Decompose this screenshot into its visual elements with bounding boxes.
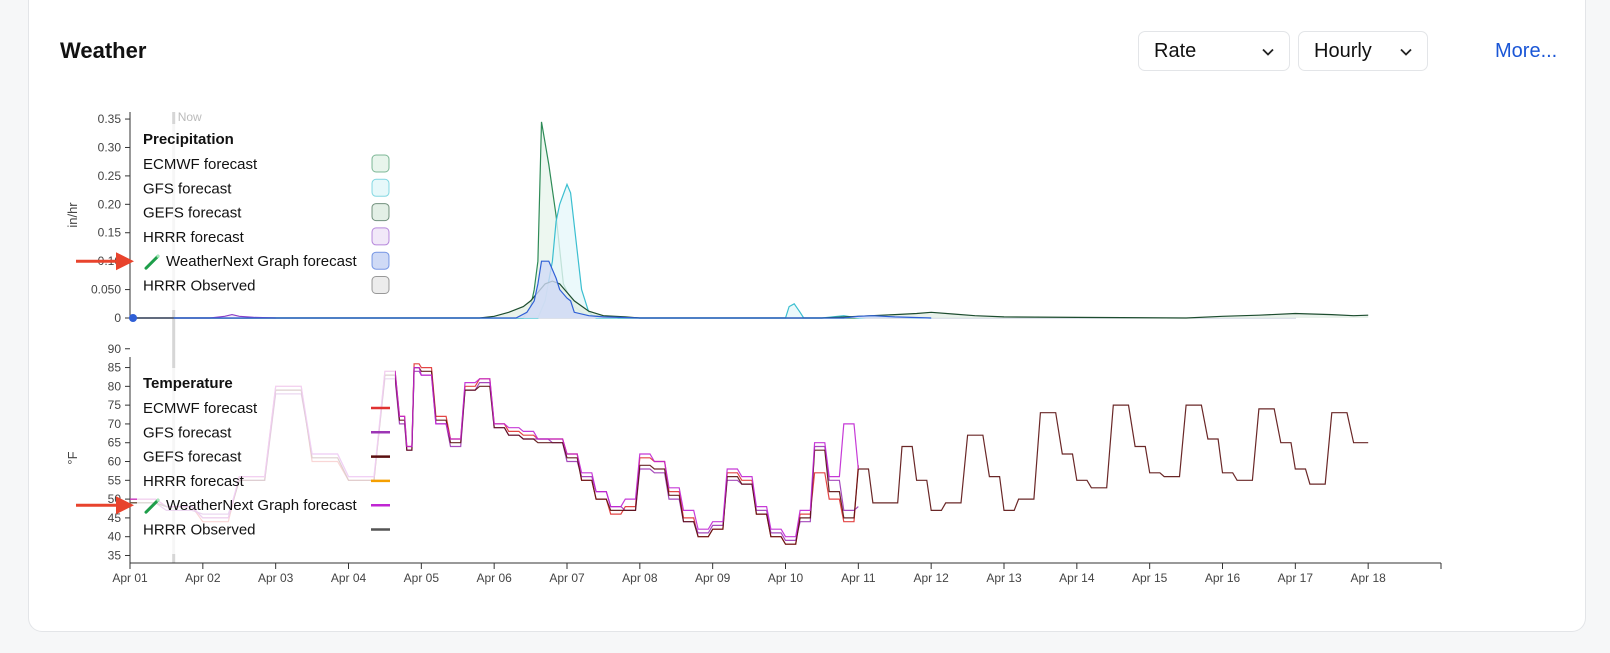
interval-select[interactable]: Hourly <box>1298 31 1428 71</box>
legend-swatch-hrrr-forecast[interactable] <box>371 227 390 246</box>
temp-y-tick-label: 80 <box>108 379 122 393</box>
legend-item-gfs-forecast[interactable]: GFS forecast <box>143 424 232 441</box>
chevron-down-icon <box>1400 48 1412 56</box>
pointer-arrow-icon <box>116 496 134 515</box>
temp-y-axis-label: °F <box>65 451 80 464</box>
legend-item-weathernext-graph-forecast[interactable]: WeatherNext Graph forecast <box>166 253 357 270</box>
wand-icon <box>144 498 160 514</box>
x-tick-label: Apr 06 <box>476 571 512 585</box>
wand-icon <box>144 254 160 270</box>
temp-y-tick-label: 65 <box>108 436 122 450</box>
x-tick-label: Apr 10 <box>768 571 804 585</box>
legend-item-hrrr-forecast[interactable]: HRRR forecast <box>143 229 245 246</box>
temp-y-tick-label: 45 <box>108 511 122 525</box>
observed-marker <box>129 314 137 322</box>
legend-swatch-gfs-forecast[interactable] <box>371 178 390 197</box>
legend-swatch-weathernext-graph-forecast[interactable] <box>371 251 390 270</box>
temperature-legend-title: Temperature <box>143 375 233 392</box>
precip-y-tick-label: 0.15 <box>98 226 122 240</box>
legend-item-ecmwf-forecast[interactable]: ECMWF forecast <box>143 400 258 417</box>
wand-sparkle-icon <box>156 254 160 258</box>
legend-swatch-gefs-forecast[interactable] <box>371 203 390 222</box>
wand-sparkle-icon <box>156 498 160 502</box>
x-tick-label: Apr 08 <box>622 571 658 585</box>
precip-line-weathernext-graph-forecast <box>130 260 932 319</box>
x-tick-label: Apr 01 <box>112 571 148 585</box>
legend-item-hrrr-observed[interactable]: HRRR Observed <box>143 278 256 295</box>
now-label: Now <box>178 110 202 124</box>
x-tick-label: Apr 04 <box>331 571 367 585</box>
precip-y-tick-label: 0.30 <box>98 140 122 154</box>
legend-item-hrrr-forecast[interactable]: HRRR forecast <box>143 473 245 490</box>
x-tick-label: Apr 15 <box>1132 571 1168 585</box>
legend-item-gfs-forecast[interactable]: GFS forecast <box>143 180 232 197</box>
legend-item-ecmwf-forecast[interactable]: ECMWF forecast <box>143 156 258 173</box>
x-tick-label: Apr 16 <box>1205 571 1241 585</box>
legend-item-hrrr-observed[interactable]: HRRR Observed <box>143 522 256 539</box>
x-tick-label: Apr 03 <box>258 571 294 585</box>
precip-y-axis-label: in/hr <box>65 202 80 228</box>
x-tick-label: Apr 05 <box>404 571 440 585</box>
x-tick-label: Apr 12 <box>913 571 949 585</box>
pointer-arrow-icon <box>116 252 134 271</box>
legend-swatch-hrrr-observed[interactable] <box>371 276 390 294</box>
precip-y-tick-label: 0 <box>114 311 121 325</box>
temp-y-tick-label: 60 <box>108 455 122 469</box>
precip-y-tick-label: 0.050 <box>91 283 121 297</box>
interval-select-value: Hourly <box>1314 40 1372 62</box>
page-title: Weather <box>60 38 147 63</box>
x-tick-label: Apr 07 <box>549 571 585 585</box>
chevron-down-icon <box>1262 48 1274 56</box>
precip-y-tick-label: 0.35 <box>98 112 122 126</box>
precip-y-tick-label: 0.25 <box>98 169 122 183</box>
temp-y-tick-label: 55 <box>108 473 122 487</box>
temp-y-tick-label: 70 <box>108 417 122 431</box>
x-tick-label: Apr 18 <box>1350 571 1386 585</box>
legend-item-gefs-forecast[interactable]: GEFS forecast <box>143 205 242 222</box>
legend-backdrop <box>137 368 395 554</box>
x-tick-label: Apr 09 <box>695 571 731 585</box>
rate-select[interactable]: Rate <box>1138 31 1290 71</box>
rate-select-value: Rate <box>1154 40 1197 62</box>
temp-y-tick-label: 85 <box>108 361 122 375</box>
precip-area-hrrr-forecast <box>130 314 276 318</box>
temp-y-tick-label: 75 <box>108 398 122 412</box>
x-tick-label: Apr 17 <box>1278 571 1314 585</box>
temp-y-tick-label: 90 <box>108 342 122 356</box>
x-tick-label: Apr 11 <box>841 571 876 585</box>
precipitation-legend-title: Precipitation <box>143 131 234 148</box>
temp-y-tick-label: 35 <box>108 548 122 562</box>
legend-item-gefs-forecast[interactable]: GEFS forecast <box>143 449 242 466</box>
x-tick-label: Apr 14 <box>1059 571 1095 585</box>
x-tick-label: Apr 13 <box>986 571 1022 585</box>
more-link[interactable]: More... <box>1495 40 1558 62</box>
legend-swatch-ecmwf-forecast[interactable] <box>371 154 390 173</box>
x-tick-label: Apr 02 <box>185 571 221 585</box>
legend-item-weathernext-graph-forecast[interactable]: WeatherNext Graph forecast <box>166 497 357 514</box>
precip-y-tick-label: 0.20 <box>98 197 122 211</box>
legend-backdrop <box>137 124 395 310</box>
temp-y-tick-label: 40 <box>108 530 122 544</box>
